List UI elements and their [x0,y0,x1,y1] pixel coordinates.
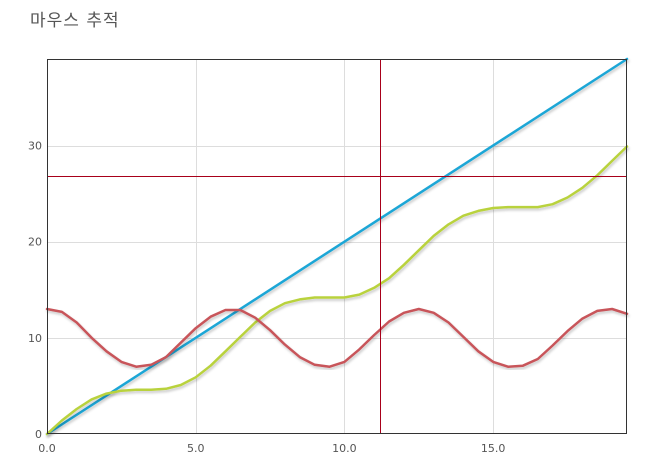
y-tick-label: 10 [28,332,42,345]
x-tick-label: 0.0 [38,442,56,455]
x-tick-label: 15.0 [481,442,506,455]
chart-title: 마우스 추적 [30,11,120,31]
y-tick-label: 0 [35,428,42,441]
plot-frame [47,59,627,434]
x-tick-label: 5.0 [187,442,205,455]
series-line-1 [45,57,629,436]
y-tick-label: 30 [28,140,42,153]
grid-lines [47,59,627,434]
crosshair [47,59,627,434]
tick-labels: 0.0 5.0 10.0 15.0 0 10 20 30 [28,140,505,455]
y-tick-label: 20 [28,236,42,249]
series-line-3 [45,307,629,368]
series-line-2 [45,145,629,436]
series-group [45,57,629,436]
x-tick-label: 10.0 [332,442,357,455]
